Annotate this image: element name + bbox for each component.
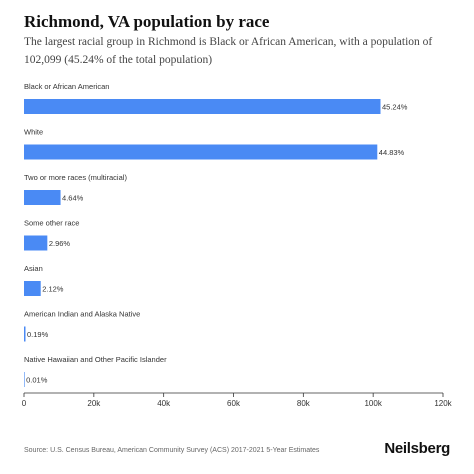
x-tick-label: 20k	[87, 399, 101, 408]
x-tick-label: 100k	[364, 399, 382, 408]
category-label: White	[24, 128, 43, 137]
source-note: Source: U.S. Census Bureau, American Com…	[24, 447, 320, 454]
category-label: Asian	[24, 264, 43, 273]
category-label: American Indian and Alaska Native	[24, 310, 140, 319]
bar	[24, 372, 25, 387]
bar	[24, 190, 61, 205]
x-tick-label: 60k	[227, 399, 241, 408]
chart-subtitle: The largest racial group in Richmond is …	[24, 36, 433, 66]
bar	[24, 144, 378, 160]
x-tick-label: 40k	[157, 399, 171, 408]
bar	[24, 235, 48, 251]
x-tick-label: 0	[22, 399, 27, 408]
category-label: Some other race	[24, 219, 79, 228]
bar	[24, 281, 41, 296]
x-tick-label: 80k	[297, 399, 311, 408]
data-label: 0.01%	[26, 375, 48, 384]
x-tick-label: 120k	[434, 399, 452, 408]
data-label: 2.12%	[42, 284, 64, 293]
data-label: 4.64%	[62, 193, 84, 202]
data-label: 2.96%	[49, 239, 71, 248]
brand-logo: Neilsberg	[384, 440, 450, 457]
bar	[24, 326, 26, 342]
data-label: 0.19%	[27, 330, 49, 339]
bar	[24, 99, 381, 114]
category-label: Native Hawaiian and Other Pacific Island…	[24, 355, 167, 364]
data-label: 45.24%	[382, 102, 408, 111]
category-label: Black or African American	[24, 82, 109, 91]
category-label: Two or more races (multiracial)	[24, 173, 127, 182]
chart-title: Richmond, VA population by race	[24, 12, 270, 31]
data-label: 44.83%	[379, 148, 405, 157]
